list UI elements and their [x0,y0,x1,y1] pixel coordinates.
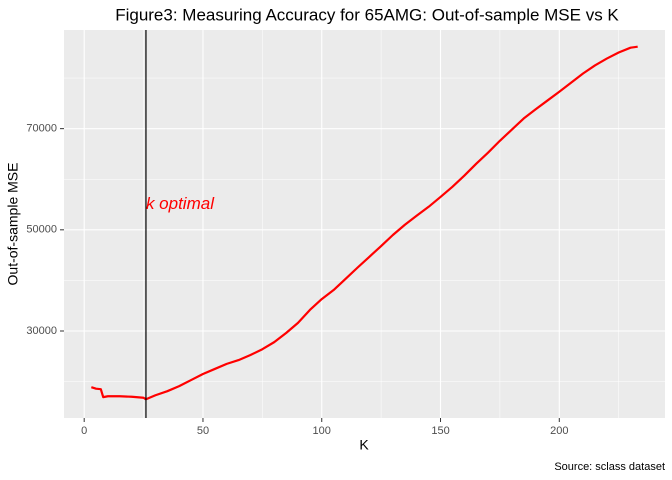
y-tick-label: 30000 [26,325,57,337]
annotation: k optimal [146,194,215,213]
x-tick-label: 50 [197,425,209,437]
x-tick-label: 100 [313,425,331,437]
x-tick-label: 0 [81,425,87,437]
x-tick-label: 150 [431,425,449,437]
chart-title: Figure3: Measuring Accuracy for 65AMG: O… [115,5,619,24]
y-tick-label: 50000 [26,224,57,236]
y-tick-label: 70000 [26,123,57,135]
caption: Source: sclass dataset [554,461,665,473]
y-axis-label: Out-of-sample MSE [5,163,21,286]
plot-panel [64,30,665,418]
data-line [90,45,638,401]
x-axis-label: K [359,437,369,453]
x-tick-label: 200 [550,425,568,437]
